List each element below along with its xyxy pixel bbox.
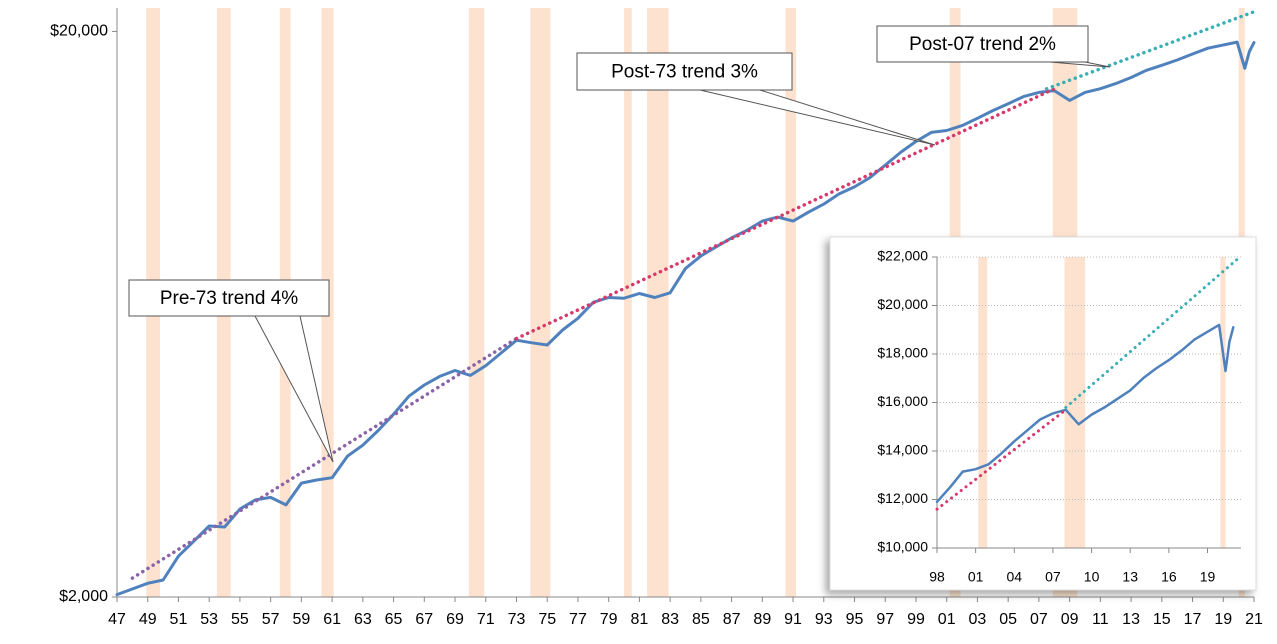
- x-tick-label: 49: [139, 611, 157, 628]
- x-tick-label: 17: [1184, 611, 1202, 628]
- x-tick-label: 71: [477, 611, 495, 628]
- x-tick-label: 95: [846, 611, 864, 628]
- data-line: [935, 323, 1235, 504]
- x-tick-label: 07: [1030, 611, 1048, 628]
- x-tick-label: 15: [1153, 611, 1171, 628]
- x-tick-label: 61: [323, 611, 341, 628]
- x-tick-label: 51: [170, 611, 188, 628]
- x-tick-label: 91: [784, 611, 802, 628]
- recession-band: [624, 8, 632, 597]
- callout-box: [876, 25, 1089, 63]
- x-tick-label: 13: [1122, 611, 1140, 628]
- x-tick-label: 47: [108, 611, 126, 628]
- trend-line: [1064, 257, 1239, 409]
- y-tick-label: $14,000: [877, 442, 928, 458]
- x-tick-label: 11: [1092, 611, 1109, 628]
- x-tick-label: 09: [1061, 611, 1079, 628]
- inset-chart: $10,000 $12,000 $14,000 $16,000 $18,000 $20,0…: [829, 236, 1257, 591]
- x-tick-label: 97: [876, 611, 894, 628]
- callout-label: Post-07 trend 2%: [909, 34, 1056, 55]
- callout-box: [128, 279, 330, 317]
- x-tick-label: 10: [1084, 569, 1100, 585]
- callout-label: Pre-73 trend 4%: [160, 288, 298, 309]
- x-tick-label: 13: [1122, 569, 1138, 585]
- x-tick-label: 93: [815, 611, 833, 628]
- x-tick-label: 79: [600, 611, 618, 628]
- x-tick-label: 21: [1245, 611, 1263, 628]
- x-tick-label: 01: [968, 569, 984, 585]
- recession-band: [785, 8, 797, 597]
- x-tick-label: 63: [354, 611, 372, 628]
- y-tick-label: $20,000: [50, 23, 108, 40]
- x-tick-label: 04: [1006, 569, 1022, 585]
- x-tick-label: 65: [385, 611, 403, 628]
- x-tick-label: 19: [1200, 569, 1216, 585]
- y-tick-label: $22,000: [877, 248, 928, 264]
- trend-line: [935, 408, 1068, 511]
- x-tick-label: 03: [969, 611, 987, 628]
- recession-band: [647, 8, 669, 597]
- x-tick-label: 53: [200, 611, 218, 628]
- x-tick-label: 89: [753, 611, 771, 628]
- x-tick-label: 85: [692, 611, 710, 628]
- inset-panel: [829, 236, 1257, 591]
- x-tick-label: 98: [929, 569, 945, 585]
- x-tick-label: 57: [262, 611, 280, 628]
- x-tick-label: 19: [1214, 611, 1232, 628]
- x-tick-label: 87: [723, 611, 741, 628]
- x-tick-label: 73: [508, 611, 526, 628]
- callout-label: Post-73 trend 3%: [611, 62, 758, 83]
- x-tick-label: 59: [292, 611, 310, 628]
- x-tick-label: 81: [631, 611, 649, 628]
- y-tick-label: $20,000: [877, 296, 928, 312]
- trend-line: [514, 87, 1057, 341]
- x-tick-label: 67: [415, 611, 433, 628]
- x-tick-label: 55: [231, 611, 249, 628]
- callout-pointer: [699, 89, 936, 146]
- y-tick-label: $10,000: [877, 539, 928, 555]
- x-tick-label: 05: [999, 611, 1017, 628]
- y-tick-label: $16,000: [877, 393, 928, 409]
- x-tick-label: 77: [569, 611, 587, 628]
- trend-line: [130, 336, 519, 580]
- x-tick-label: 01: [938, 611, 956, 628]
- x-tick-label: 75: [538, 611, 556, 628]
- y-tick-label: $2,000: [59, 588, 108, 605]
- callout-box: [576, 52, 793, 91]
- callout-pointer: [254, 315, 334, 463]
- x-tick-label: 16: [1161, 569, 1177, 585]
- x-tick-label: 99: [907, 611, 925, 628]
- x-tick-label: 69: [446, 611, 464, 628]
- recession-band: [1064, 257, 1086, 548]
- trend-line: [1044, 10, 1256, 91]
- y-tick-label: $18,000: [877, 345, 928, 361]
- data-line: [115, 40, 1256, 597]
- x-tick-label: 83: [661, 611, 679, 628]
- x-tick-label: 07: [1045, 569, 1061, 585]
- y-tick-label: $12,000: [877, 490, 928, 506]
- recession-band: [468, 8, 485, 597]
- recession-band: [530, 8, 551, 597]
